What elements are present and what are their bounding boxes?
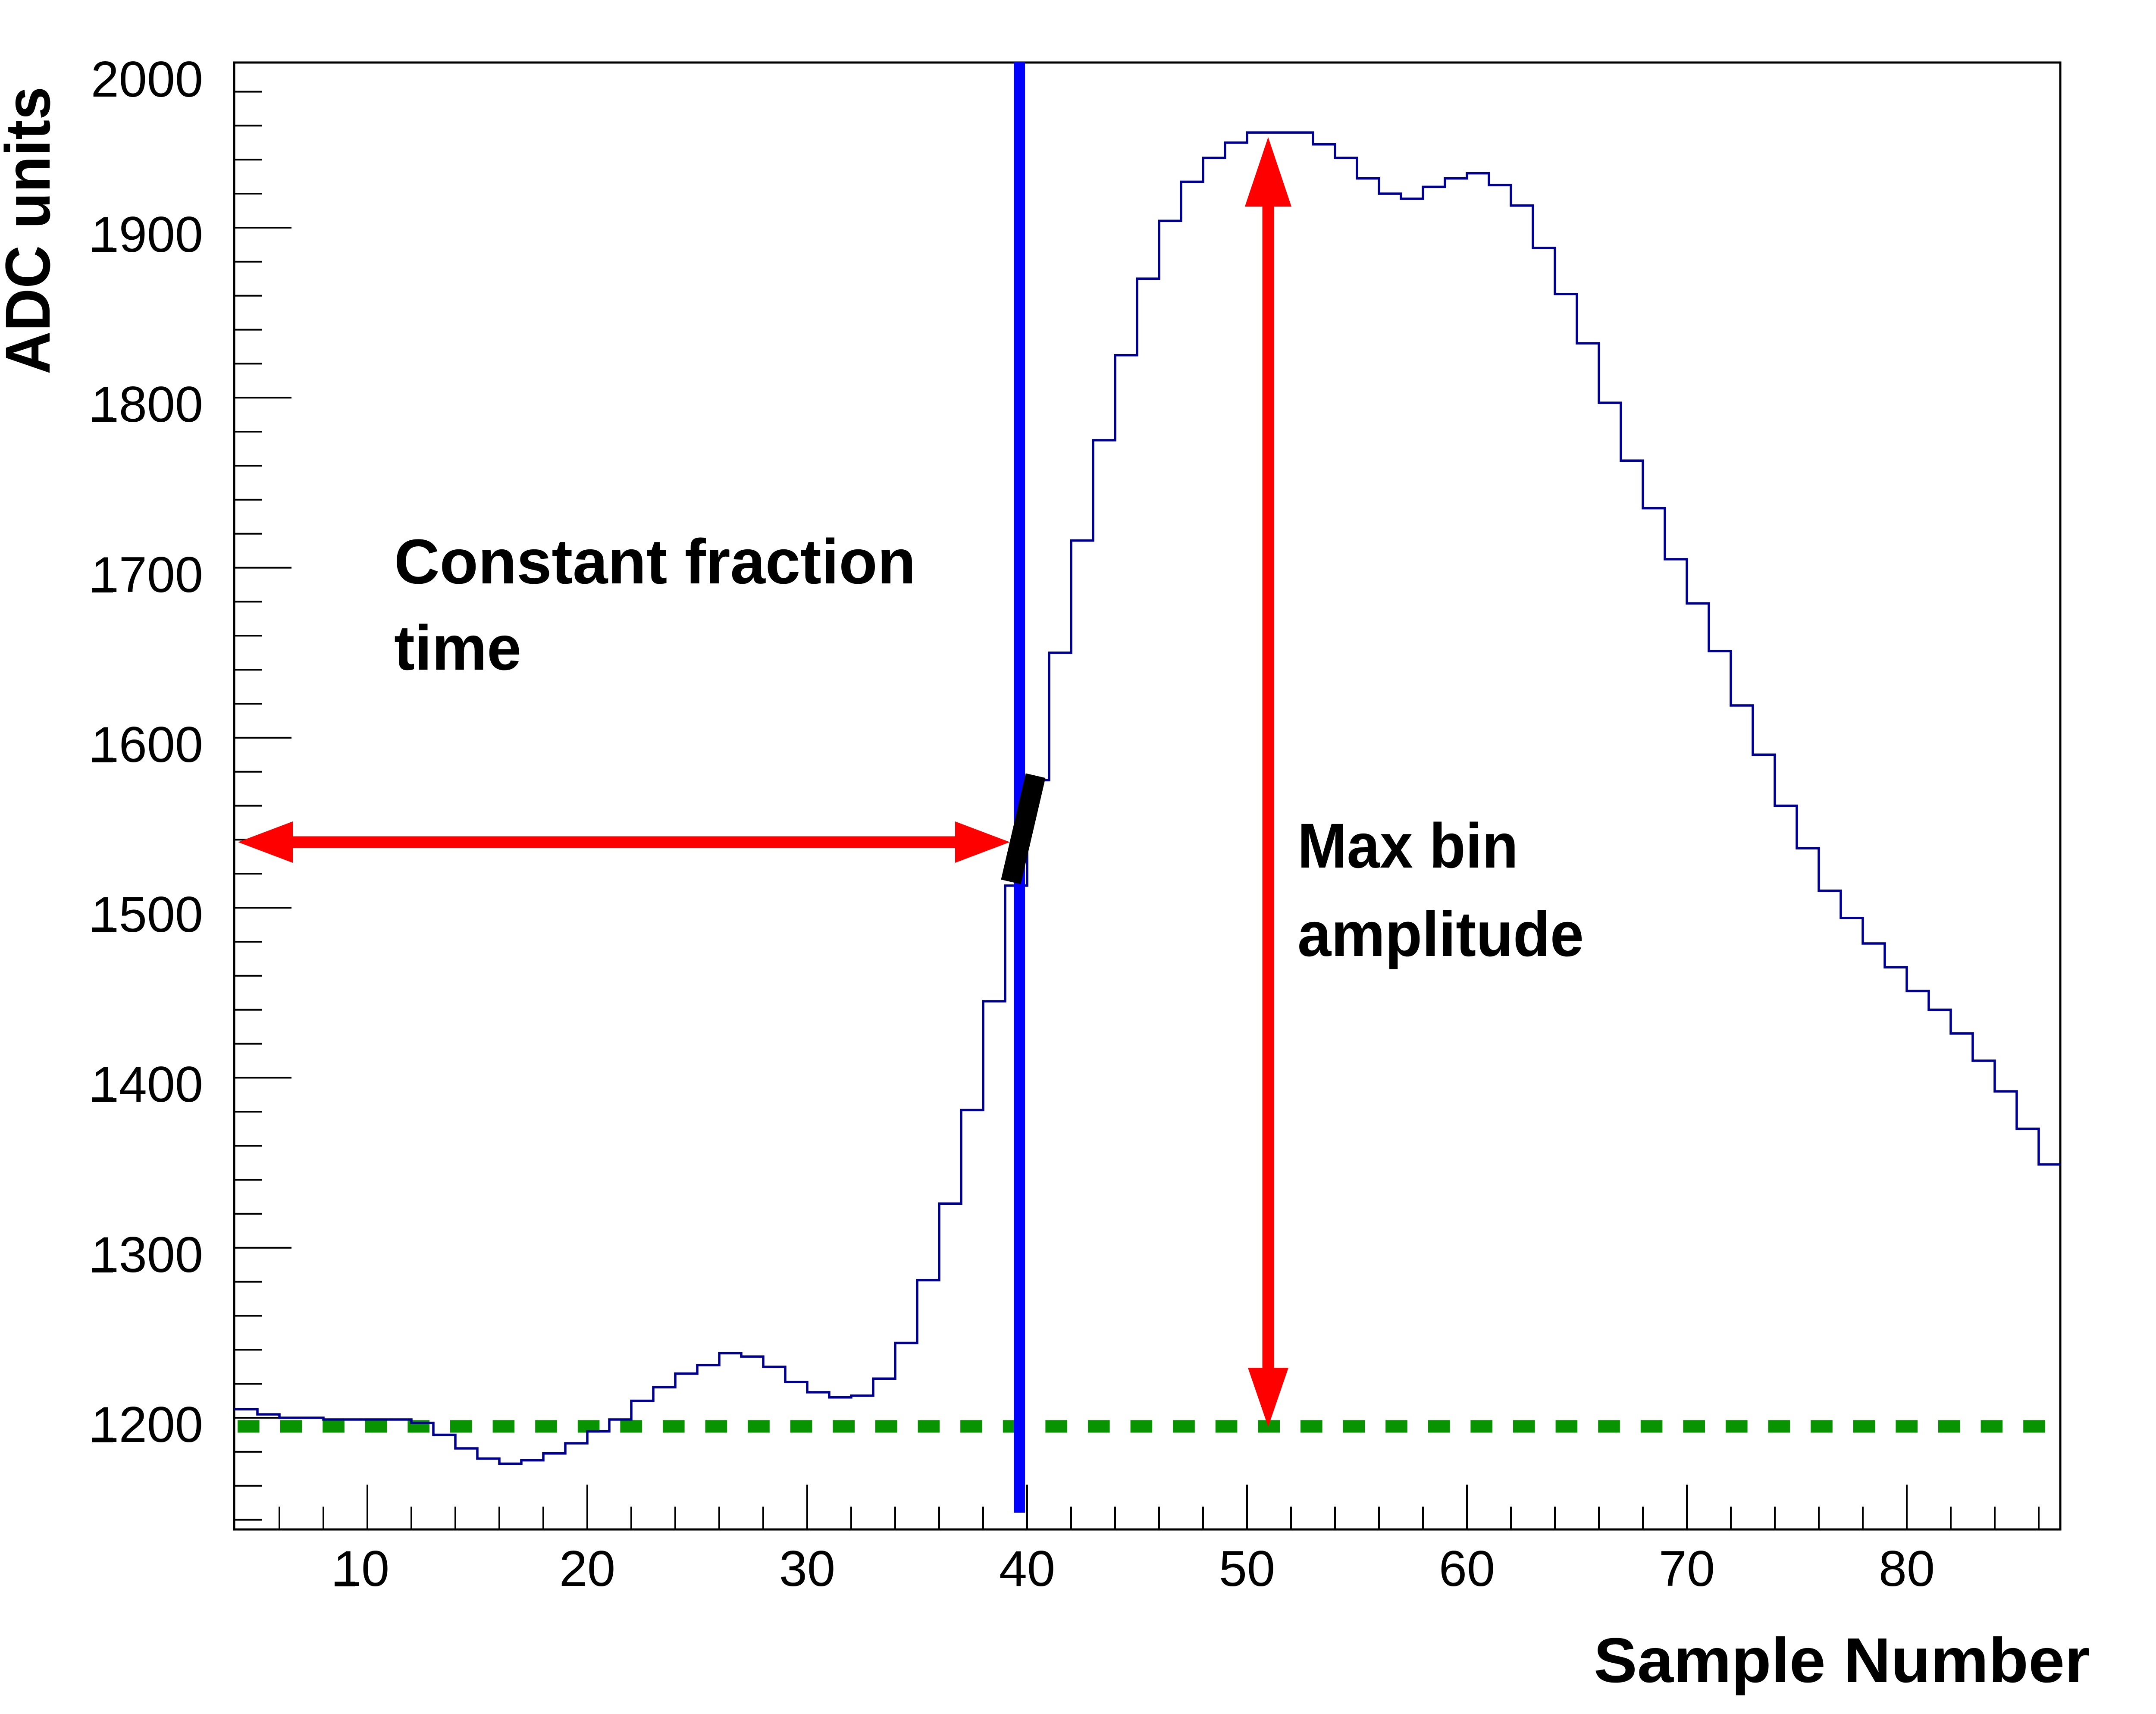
svg-text:10: 10 [333,1540,389,1597]
svg-text:time: time [394,613,521,683]
svg-text:1400: 1400 [91,1056,203,1112]
svg-text:20: 20 [559,1540,615,1597]
svg-text:Sample Number: Sample Number [1594,1625,2090,1696]
svg-text:amplitude: amplitude [1297,899,1584,970]
svg-text:60: 60 [1439,1540,1495,1597]
svg-text:40: 40 [999,1540,1055,1597]
svg-text:1900: 1900 [91,206,203,263]
svg-text:50: 50 [1219,1540,1275,1597]
svg-text:Constant fraction: Constant fraction [394,526,916,597]
svg-text:1200: 1200 [91,1396,203,1453]
svg-text:30: 30 [779,1540,835,1597]
svg-text:1700: 1700 [91,546,203,603]
svg-text:1300: 1300 [91,1226,203,1283]
svg-text:2000: 2000 [91,51,203,107]
svg-text:1600: 1600 [91,716,203,773]
svg-text:1800: 1800 [91,376,203,432]
svg-text:70: 70 [1659,1540,1715,1597]
svg-text:1500: 1500 [91,886,203,943]
svg-text:Max bin: Max bin [1297,811,1518,881]
svg-text:ADC units: ADC units [0,87,63,374]
svg-text:80: 80 [1879,1540,1935,1597]
